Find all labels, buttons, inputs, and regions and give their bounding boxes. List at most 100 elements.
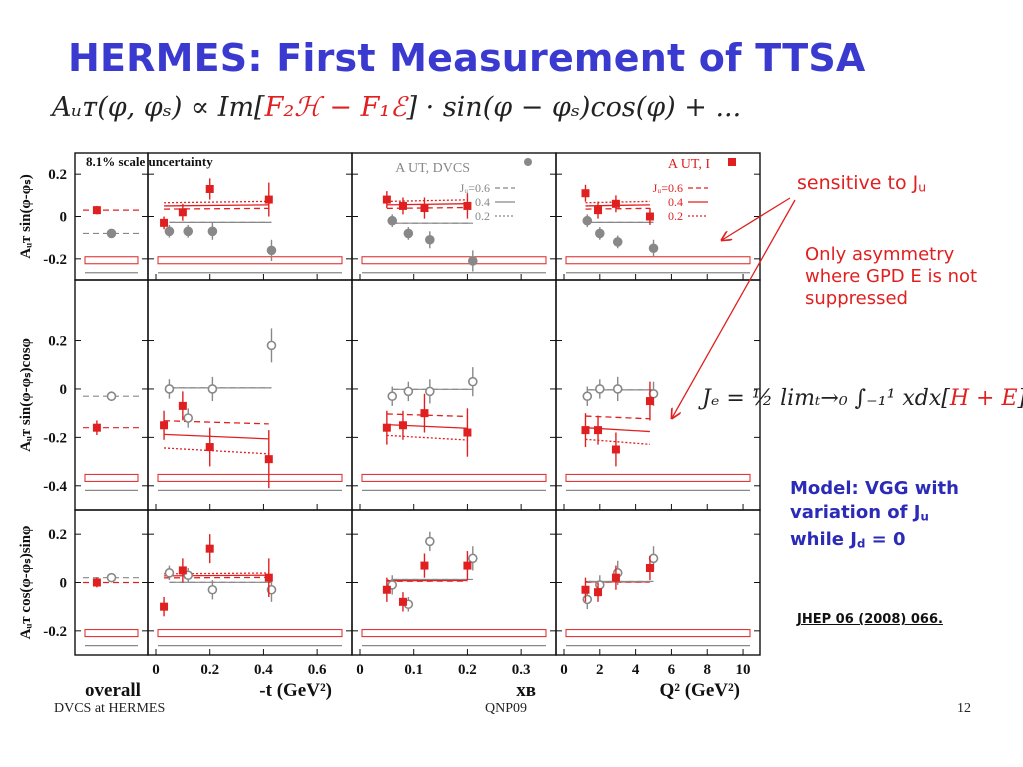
systematic-band-red [565,629,751,638]
interference-point [92,578,101,587]
y-tick-label: -0.2 [43,430,67,446]
x-tick-label: 0.1 [404,662,423,678]
interference-point [463,201,472,210]
legend-i-model-label: 0.2 [668,209,683,223]
x-tick-label: 4 [632,662,640,678]
dvcs-point [582,594,593,605]
model-line-2-text: variation of J [790,502,921,523]
model-line-3-text: while J [790,529,857,551]
dvcs-point [582,391,593,402]
x-axis-label: Q² (GeV²) [659,680,740,700]
dvcs-point [164,384,175,394]
x-tick-label: 0.3 [512,662,531,678]
dvcs-point [106,391,117,402]
interference-point [178,401,187,410]
dvcs-point [403,386,414,397]
panel-frame [74,152,149,281]
page-title: HERMES: First Measurement of TTSA [68,36,866,80]
panel-frame [351,279,557,511]
model-line-3-sub: d [856,536,866,551]
x-axis-label: overall [85,680,141,700]
legend-i-model-label: Jᵤ=0.6 [653,181,683,195]
interference-point [420,204,429,213]
y-tick-label: 0.2 [48,527,67,543]
dvcs-point [183,413,194,423]
x-tick-label: 0 [356,662,364,678]
x-tick-label: 0.2 [200,662,219,678]
model-curve-I [585,415,650,420]
only-asymmetry-note: Only asymmetry where GPD E is not suppre… [805,244,978,309]
jq-red: H + E [949,386,1018,411]
model-curve-I [164,207,269,210]
interference-point [581,426,590,435]
interference-point [645,212,654,221]
row-axis-label: Aᵤᴛ sin(φ-φₛ)cosφ [18,338,34,452]
x-tick-label: 0.2 [458,662,477,678]
interference-point [420,409,429,418]
interference-point [264,195,273,204]
dvcs-point [207,384,218,394]
interference-point [205,443,214,452]
dvcs-point [164,226,175,237]
y-tick-label: 0 [60,576,68,592]
legend-dvcs-model-label: Jᵤ=0.6 [460,181,490,195]
systematic-band-red [84,256,139,265]
model-line-1: Model: VGG with [790,478,959,499]
asymmetry-chart: 0.2 0 -0.2 Aᵤᴛ sin(φ-φₛ) 0.2 0 -0.2 -0.4 Aᵤᴛ sin… [18,152,761,700]
dvcs-point [387,215,398,226]
x-tick-label: 0 [152,662,160,678]
systematic-band-red [361,256,547,265]
legend-i-marker [728,158,736,166]
model-curve-I [585,438,650,445]
dvcs-point [164,568,175,578]
dvcs-point [266,340,277,351]
interference-point [92,423,101,432]
dvcs-point [467,553,478,564]
x-axis-label: -t (GeV²) [259,680,332,700]
legend-dvcs-label: A UT, DVCS [395,161,470,176]
reference-link[interactable]: JHEP 06 (2008) 066. [797,612,943,627]
systematic-band-red [565,473,751,482]
interference-point [382,195,391,204]
jq-formula: Jₑ = ½ limₜ→₀ ∫₋₁¹ xdx[H + E] [702,386,1023,411]
x-tick-label: 0 [560,662,568,678]
model-curve-I [164,433,269,440]
y-tick-label: -0.4 [43,479,67,495]
scale-uncertainty-note: 8.1% scale uncertainty [86,154,213,169]
row-axis-label: Aᵤᴛ cos(φ-φₛ)sinφ [18,526,34,640]
y-tick-label: -0.2 [43,624,67,640]
systematic-band-red [361,629,547,638]
interference-point [398,421,407,430]
dvcs-point [106,572,117,583]
interference-point [398,597,407,606]
formula-post: ] · sin(φ − φₛ)cos(φ) + ... [406,92,742,123]
interference-point [611,573,620,582]
interference-point [463,561,472,570]
dvcs-point [207,226,218,237]
dvcs-point [266,245,277,256]
jq-pre: Jₑ = ½ limₜ→₀ ∫₋₁¹ xdx[ [702,386,950,411]
systematic-band-red [157,473,343,482]
x-tick-label: 6 [668,662,676,678]
footer-right: 12 [957,701,971,716]
panel-frame [351,509,557,656]
sensitive-label: sensitive to Ju [797,172,926,194]
y-tick-label: -0.2 [43,252,67,268]
dvcs-point [595,580,605,590]
interference-point [178,208,187,217]
model-line-2-sub: u [920,509,929,524]
x-tick-label: 8 [703,662,711,678]
model-curve-I [164,574,269,577]
footer-left: DVCS at HERMES [54,701,166,716]
row-axis-label: Aᵤᴛ sin(φ-φₛ) [18,174,34,258]
jq-close: ] [1018,386,1023,411]
systematic-band-red [84,629,139,638]
interference-point [264,455,273,464]
x-tick-label: 0.6 [308,662,327,678]
dvcs-point [106,228,117,239]
systematic-band-red [361,473,547,482]
interference-point [420,561,429,570]
dvcs-point [648,553,659,564]
model-line-2: variation of Ju [790,501,1020,528]
interference-point [463,428,472,437]
